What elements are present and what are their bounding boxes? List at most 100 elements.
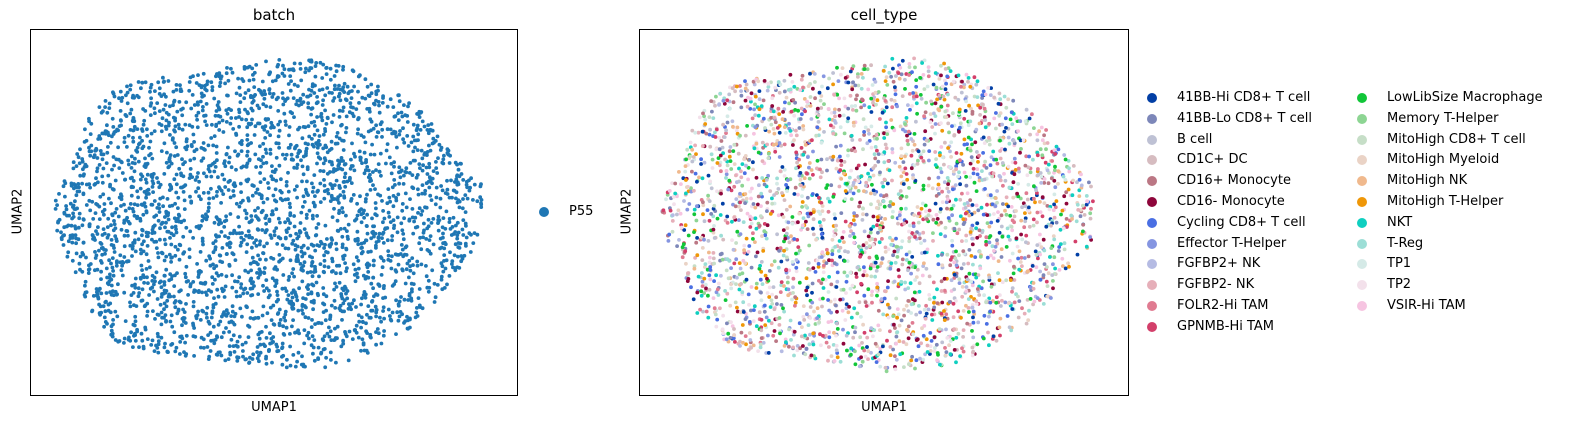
data-point xyxy=(217,71,222,76)
data-point xyxy=(883,250,888,254)
data-point xyxy=(982,115,987,120)
data-point xyxy=(430,268,435,273)
data-point xyxy=(274,178,279,183)
data-point xyxy=(876,152,881,156)
data-point xyxy=(429,122,434,126)
data-point xyxy=(393,268,398,273)
data-point xyxy=(730,324,735,328)
data-point xyxy=(827,330,832,335)
data-point xyxy=(1056,147,1061,152)
data-point xyxy=(1052,178,1057,183)
data-point xyxy=(281,324,285,329)
data-point xyxy=(264,160,269,165)
data-point xyxy=(277,128,282,133)
data-point xyxy=(381,309,385,313)
data-point xyxy=(310,318,314,322)
data-point xyxy=(100,209,105,214)
data-point xyxy=(304,151,308,156)
data-point xyxy=(328,182,333,186)
data-point xyxy=(266,186,271,191)
data-point xyxy=(252,260,257,264)
data-point xyxy=(129,330,133,335)
data-point xyxy=(1022,225,1027,230)
data-point xyxy=(258,171,262,175)
data-point xyxy=(809,353,814,358)
data-point xyxy=(898,210,902,215)
data-point xyxy=(375,327,380,331)
data-point xyxy=(182,184,186,189)
data-point xyxy=(322,178,326,182)
data-point xyxy=(943,87,948,92)
data-point xyxy=(246,121,251,126)
data-point xyxy=(413,145,417,150)
data-point xyxy=(132,202,137,207)
data-point xyxy=(898,65,903,70)
data-point xyxy=(849,229,853,234)
data-point xyxy=(199,345,203,350)
data-point xyxy=(224,71,229,76)
data-point xyxy=(359,325,363,330)
data-point xyxy=(239,240,244,245)
data-point xyxy=(890,56,895,61)
data-point xyxy=(74,164,79,169)
data-point xyxy=(364,224,369,228)
data-point xyxy=(112,94,117,99)
data-point xyxy=(314,61,319,65)
data-point xyxy=(448,250,452,255)
data-point xyxy=(440,160,445,165)
data-point xyxy=(879,193,883,198)
data-point xyxy=(786,293,791,298)
data-point xyxy=(928,120,933,125)
data-point xyxy=(923,203,928,208)
data-point xyxy=(780,117,785,122)
data-point xyxy=(1039,245,1044,250)
data-point xyxy=(124,259,129,264)
data-point xyxy=(460,256,465,261)
data-point xyxy=(291,96,296,100)
data-point xyxy=(753,102,757,107)
data-point xyxy=(317,274,321,279)
data-point xyxy=(850,138,855,142)
data-point xyxy=(693,256,697,260)
data-point xyxy=(104,299,108,304)
data-point xyxy=(94,176,98,181)
data-point xyxy=(102,324,106,329)
data-point xyxy=(264,221,268,226)
data-point xyxy=(732,184,737,189)
data-point xyxy=(71,211,75,216)
data-point xyxy=(251,73,255,77)
data-point xyxy=(387,155,392,160)
data-point xyxy=(275,267,279,272)
data-point xyxy=(1081,203,1085,208)
data-point xyxy=(759,204,763,209)
data-point xyxy=(239,190,244,195)
data-point xyxy=(257,242,262,247)
data-point xyxy=(241,354,245,359)
data-point xyxy=(133,282,137,287)
data-point xyxy=(445,178,449,183)
data-point xyxy=(346,91,351,96)
data-point xyxy=(95,232,100,236)
data-point xyxy=(725,120,730,125)
data-point xyxy=(172,141,177,145)
data-point xyxy=(109,201,113,206)
data-point xyxy=(201,141,206,145)
data-point xyxy=(452,253,457,258)
data-point xyxy=(205,305,210,310)
data-point xyxy=(176,195,181,200)
data-point xyxy=(408,268,413,273)
data-point xyxy=(270,123,275,128)
data-point xyxy=(664,197,668,202)
data-point xyxy=(292,115,296,119)
data-point xyxy=(848,189,853,194)
data-point xyxy=(400,208,405,213)
data-point xyxy=(202,346,206,350)
data-point xyxy=(711,230,716,235)
data-point xyxy=(209,174,214,179)
data-point xyxy=(939,145,944,149)
data-point xyxy=(95,166,100,171)
data-point xyxy=(838,154,842,159)
data-point xyxy=(321,132,326,137)
data-point xyxy=(302,251,307,256)
data-point xyxy=(236,152,241,157)
